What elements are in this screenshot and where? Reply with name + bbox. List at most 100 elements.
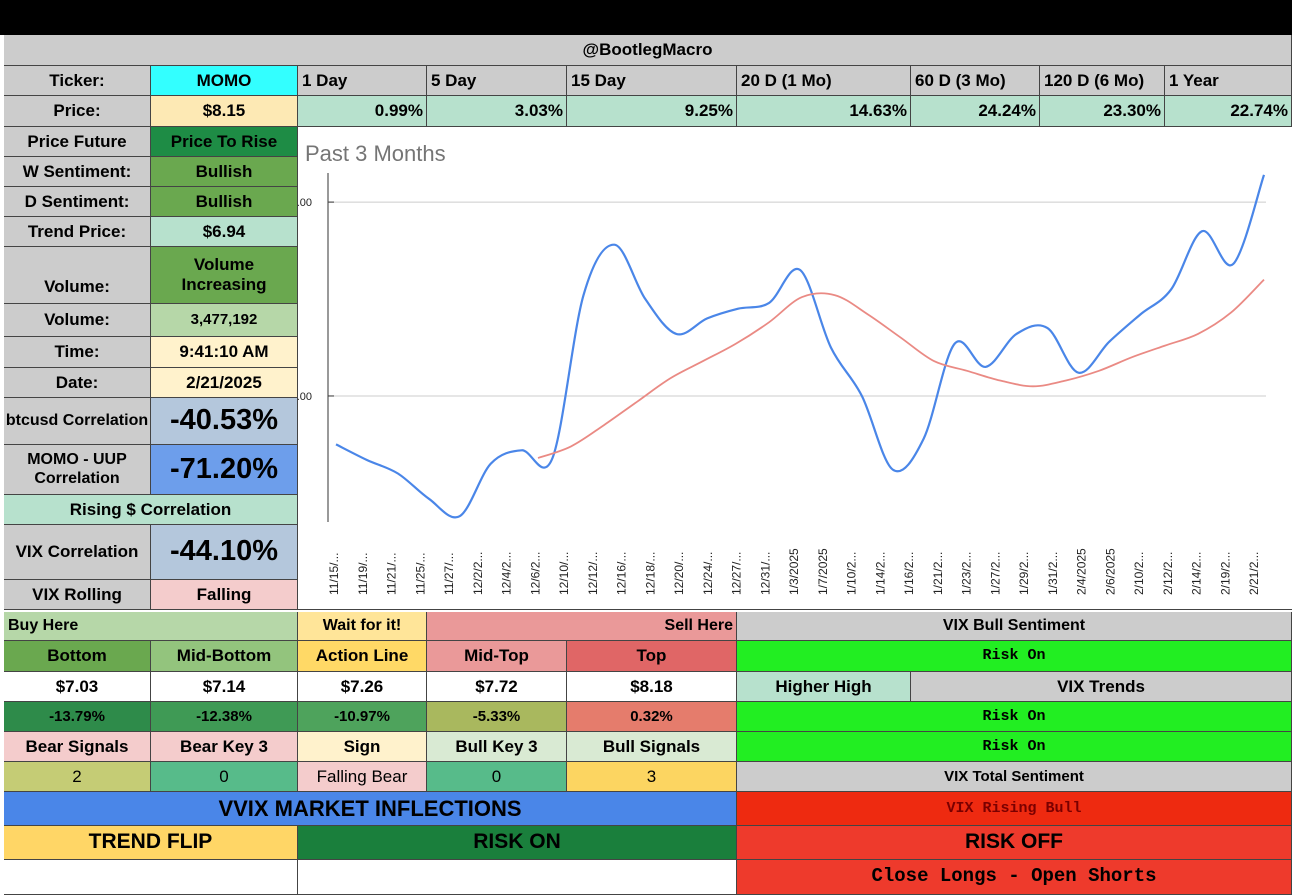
risk-off-banner: RISK OFF (737, 826, 1292, 860)
wait-label: Wait for it! (298, 612, 427, 641)
period-1y: 1 Year (1165, 66, 1292, 96)
vix-rolling-value: Falling (151, 580, 298, 610)
return-5d: 3.03% (427, 96, 567, 127)
volume-label: Volume: (4, 304, 151, 337)
buy-here-label: Buy Here (4, 612, 298, 641)
x-tick-label: 11/27/... (442, 553, 456, 595)
return-15d: 9.25% (567, 96, 737, 127)
x-tick-label: 12/20/... (672, 552, 686, 595)
bear-key3-value: 0 (151, 762, 298, 792)
close-longs-open-shorts: Close Longs - Open Shorts (737, 860, 1292, 895)
level-mid-bottom-price: $7.14 (151, 672, 298, 702)
price-future-label: Price Future (4, 127, 151, 157)
x-tick-label: 12/2/2... (471, 552, 485, 595)
bull-key3-header: Bull Key 3 (427, 732, 567, 762)
x-tick-label: 11/21/... (385, 553, 399, 595)
btc-corr-label: btcusd Correlation (4, 398, 151, 445)
chart-title: Past 3 Months (305, 141, 446, 166)
x-tick-label: 12/6/2... (528, 552, 542, 595)
x-tick-label: 1/10/2... (845, 552, 859, 595)
x-tick-label: 12/27/... (730, 552, 744, 595)
d-sentiment-value: Bullish (151, 187, 298, 217)
x-tick-label: 1/21/2... (931, 552, 945, 595)
vix-corr-label: VIX Correlation (4, 525, 151, 580)
bull-signals-value: 3 (567, 762, 737, 792)
level-bottom-pct: -13.79% (4, 702, 151, 732)
bull-key3-value: 0 (427, 762, 567, 792)
return-1y: 22.74% (1165, 96, 1292, 127)
header-handle: @BootlegMacro (4, 35, 1292, 66)
volume-state-label: Volume: (4, 247, 151, 304)
period-60d: 60 D (3 Mo) (911, 66, 1040, 96)
price-value: $8.15 (151, 96, 298, 127)
price-chart: Past 3 Months 8.00 7.00 11/15/... 11/19/..… (298, 127, 1292, 610)
uup-corr-value: -71.20% (151, 445, 298, 495)
level-bottom-price: $7.03 (4, 672, 151, 702)
vix-bull-sentiment-header: VIX Bull Sentiment (737, 612, 1292, 641)
period-15d: 15 Day (567, 66, 737, 96)
vix-total-sentiment-header: VIX Total Sentiment (737, 762, 1292, 792)
x-tick-label: 2/14/2... (1190, 552, 1204, 595)
date-label: Date: (4, 368, 151, 398)
chart-svg: Past 3 Months 8.00 7.00 11/15/... 11/19/..… (298, 141, 1266, 595)
level-mid-top-pct: -5.33% (427, 702, 567, 732)
return-120d: 23.30% (1040, 96, 1165, 127)
rising-correlation: Rising $ Correlation (4, 495, 298, 525)
x-tick-label: 2/6/2025 (1103, 548, 1117, 595)
uup-corr-label: MOMO - UUP Correlation (4, 445, 151, 495)
x-tick-label: 1/3/2025 (787, 548, 801, 595)
vix-risk-on-3: Risk On (737, 732, 1292, 762)
y-tick-label: 7.00 (298, 391, 312, 403)
price-label: Price: (4, 96, 151, 127)
moving-average-line (537, 278, 1265, 459)
level-action-line-header: Action Line (298, 641, 427, 672)
level-mid-top-price: $7.72 (427, 672, 567, 702)
x-tick-label: 1/29/2... (1017, 552, 1031, 595)
vix-risk-on-2: Risk On (737, 702, 1292, 732)
ticker-value[interactable]: MOMO (151, 66, 298, 96)
date-value: 2/21/2025 (151, 368, 298, 398)
sell-here-label: Sell Here (427, 612, 737, 641)
risk-on-cell (298, 860, 737, 895)
risk-on-banner: RISK ON (298, 826, 737, 860)
btc-corr-value: -40.53% (151, 398, 298, 445)
level-mid-top-header: Mid-Top (427, 641, 567, 672)
period-120d: 120 D (6 Mo) (1040, 66, 1165, 96)
return-60d: 24.24% (911, 96, 1040, 127)
x-tick-label: 12/18/... (643, 552, 657, 595)
x-tick-label: 1/14/2... (873, 552, 887, 595)
trend-price-label: Trend Price: (4, 217, 151, 247)
sign-value: Falling Bear (298, 762, 427, 792)
time-value: 9:41:10 AM (151, 337, 298, 368)
w-sentiment-value: Bullish (151, 157, 298, 187)
x-tick-label: 2/12/2... (1161, 552, 1175, 595)
x-tick-label: 1/23/2... (960, 552, 974, 595)
time-label: Time: (4, 337, 151, 368)
x-tick-label: 2/19/2... (1218, 552, 1232, 595)
x-tick-label: 2/21/2... (1247, 552, 1261, 595)
vvix-title: VVIX MARKET INFLECTIONS (4, 792, 737, 826)
ticker-label: Ticker: (4, 66, 151, 96)
period-1d: 1 Day (298, 66, 427, 96)
level-mid-bottom-pct: -12.38% (151, 702, 298, 732)
vix-risk-on-1: Risk On (737, 641, 1292, 672)
period-20d: 20 D (1 Mo) (737, 66, 911, 96)
x-tick-label: 2/4/2025 (1075, 548, 1089, 595)
x-tick-label: 12/10/... (557, 552, 571, 595)
vix-corr-value: -44.10% (151, 525, 298, 580)
trend-price-value: $6.94 (151, 217, 298, 247)
x-tick-label: 2/10/2... (1132, 552, 1146, 595)
return-20d: 14.63% (737, 96, 911, 127)
vix-rolling-label: VIX Rolling (4, 580, 151, 610)
x-tick-label: 11/19/... (356, 553, 370, 595)
x-tick-label: 1/31/2... (1046, 552, 1060, 595)
x-tick-label: 1/16/2... (902, 552, 916, 595)
x-tick-label: 12/12/... (586, 552, 600, 595)
x-tick-label: 11/15/... (327, 553, 341, 595)
volume-value: 3,477,192 (151, 304, 298, 337)
price-future-value: Price To Rise (151, 127, 298, 157)
return-1d: 0.99% (298, 96, 427, 127)
level-top-header: Top (567, 641, 737, 672)
x-tick-label: 1/27/2... (988, 552, 1002, 595)
d-sentiment-label: D Sentiment: (4, 187, 151, 217)
